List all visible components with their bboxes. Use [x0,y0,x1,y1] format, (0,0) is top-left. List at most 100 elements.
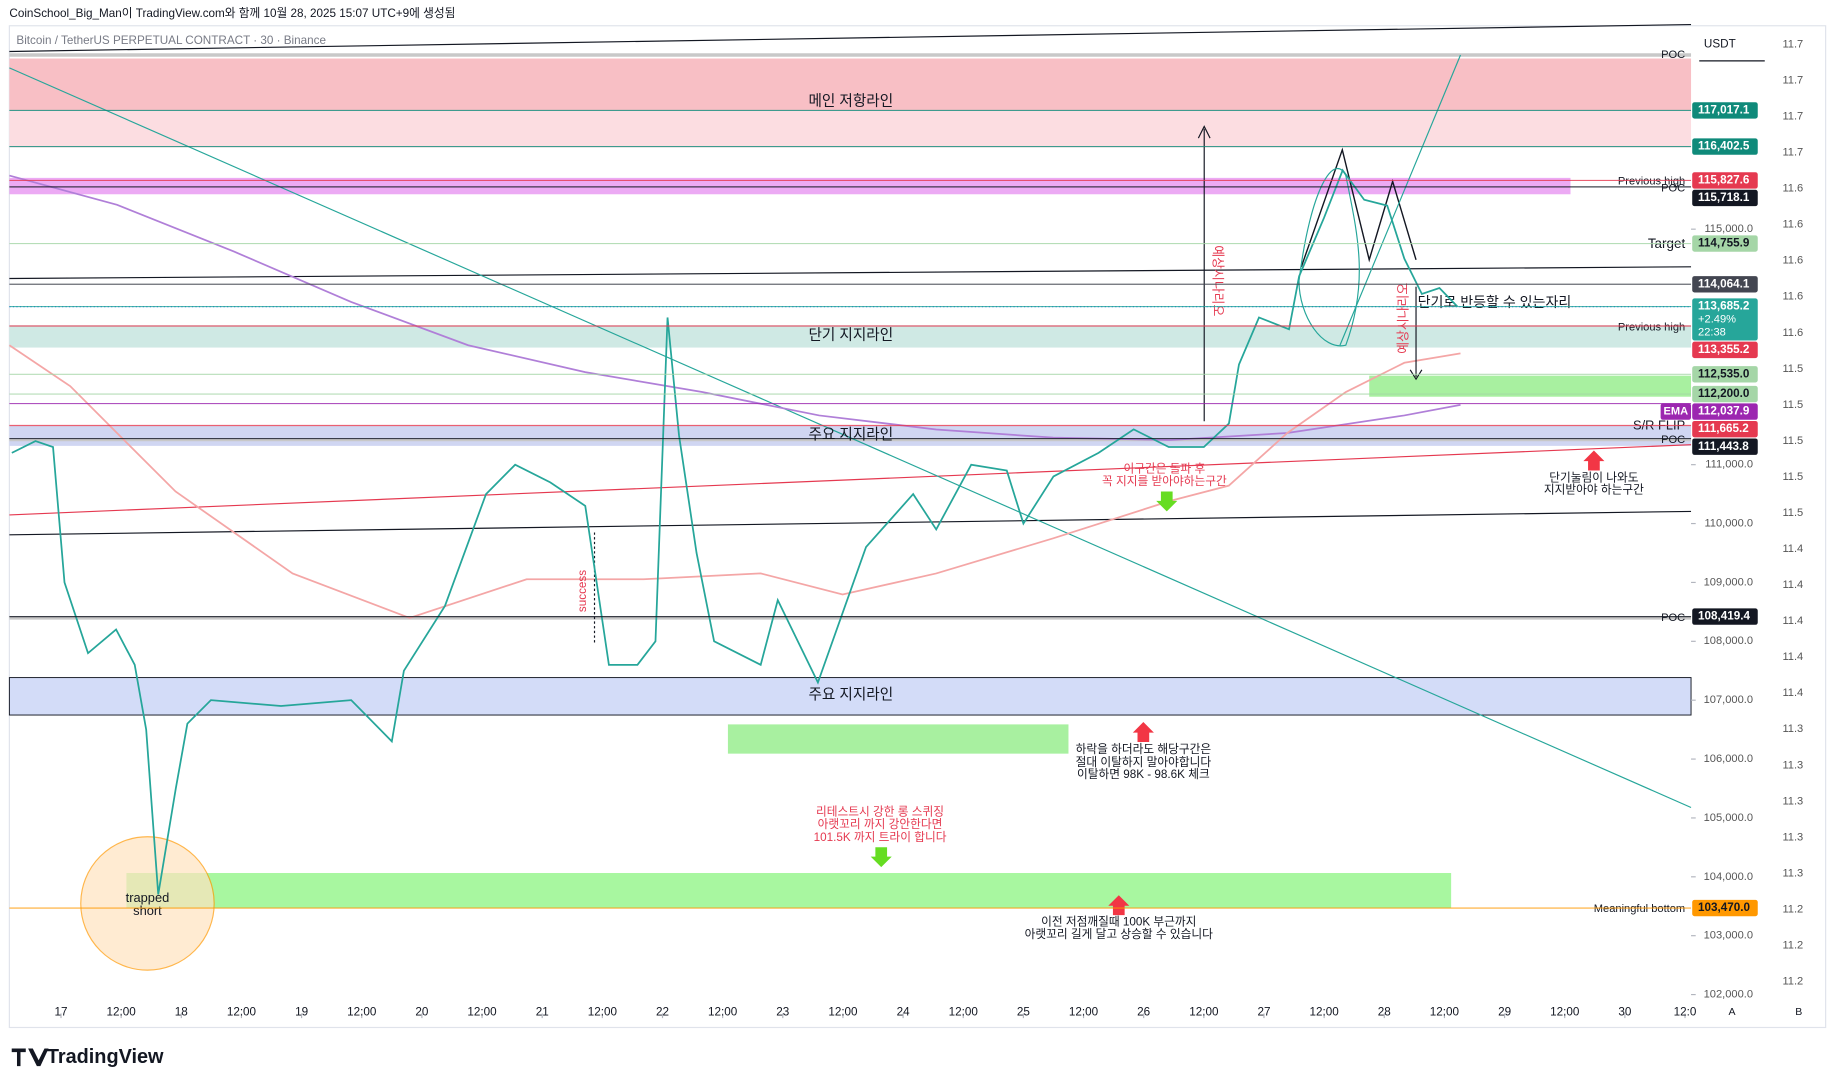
previous-high-zone [9,177,1571,195]
credit: CoinSchool_Big_Man이 TradingView.com와 함께 … [9,7,455,20]
x-tick-label: 12:00 [107,1005,137,1018]
price-box-label: 115,827.6 [1698,174,1750,187]
axis-button[interactable]: B [1795,1006,1802,1018]
right-scale-label: 11.7 [1782,147,1803,159]
x-tick-label: 19 [295,1005,308,1018]
brand: TradingView [47,1046,164,1068]
y-tick-label: 111,000.0 [1705,459,1753,471]
y-tick-label: 103,000.0 [1704,930,1753,942]
y-tick-label: 104,000.0 [1704,871,1753,883]
annotation: 단기눌림이 나와도 [1549,472,1639,485]
resistance-zone [9,58,1692,111]
x-tick-label: 17 [54,1005,67,1018]
right-scale-label: 11.6 [1782,327,1803,339]
price-change: +2.49% [1698,313,1736,325]
price-box [1692,385,1758,403]
tag-box [1660,403,1692,420]
price-box [1692,403,1758,420]
x-tick-label: 12:00 [949,1005,979,1018]
x-tick-label: 24 [897,1005,911,1018]
right-scale-label: 11.5 [1782,471,1803,483]
right-scale-label: 11.4 [1782,615,1803,627]
price-box [1692,420,1758,438]
zone-label: 주요 지지라인 [808,686,893,703]
right-scale-label: 11.2 [1782,903,1803,915]
right-scale-label: 11.2 [1782,976,1803,988]
annotation: 단기로 반등할 수 있는자리 [1418,294,1572,310]
right-scale-label: 11.6 [1782,291,1803,303]
x-tick-label: 12:00 [467,1005,497,1018]
level-label: POC [1661,612,1685,624]
annotation: 아랫꼬리 길게 달고 상승할 수 있습니다 [1025,927,1214,941]
green-zone [727,724,1069,754]
x-tick-label: 12:00 [708,1005,738,1018]
level-label: POC [1661,182,1685,194]
trapped-circle [80,836,215,971]
x-tick-label: 25 [1017,1005,1030,1018]
x-tick-label: 23 [776,1005,789,1018]
right-scale-label: 11.6 [1782,255,1803,267]
x-tick-label: 12:00 [1310,1005,1340,1018]
down-arrow [870,847,892,868]
right-scale-label: 11.4 [1782,687,1803,699]
price-box [1692,172,1758,189]
price-box [1692,102,1758,119]
currency: USDT [1704,38,1736,51]
price-box [1692,189,1758,207]
trend-line [9,444,1692,516]
x-tick-label: 12:00 [347,1005,377,1018]
up-arrow [1132,722,1154,742]
x-tick-label: 12:00 [588,1005,618,1018]
logo-icon [11,1048,49,1067]
right-scale-label: 11.4 [1782,579,1803,591]
price-box [1692,138,1758,155]
right-scale-label: 11.5 [1782,507,1803,519]
x-tick-label: 20 [415,1005,429,1018]
price-box-label: 111,665.2 [1698,422,1749,435]
x-tick-label: 12:00 [1550,1005,1580,1018]
right-scale-label: 11.4 [1782,543,1803,555]
arrow-head [1197,125,1211,139]
x-tick-label: 21 [536,1005,549,1018]
annotation: 리테스트시 강한 롱 스퀴징 [816,805,944,818]
right-scale-label: 11.6 [1782,219,1803,231]
x-tick-label: 29 [1498,1005,1511,1018]
axis-button[interactable]: A [1728,1006,1735,1018]
price-line [11,168,1459,895]
price-box-label: 103,470.0 [1698,901,1750,914]
annotation: 이탈하면 98K - 98.6K 체크 [1077,767,1210,781]
x-tick-label: 12:00 [1189,1005,1219,1018]
projection-curve [1298,168,1360,347]
x-tick-label: 28 [1378,1005,1391,1018]
right-scale-label: 11.5 [1782,435,1803,447]
right-scale-label: 11.6 [1782,183,1803,195]
level-label: Previous high [1618,322,1685,334]
price-box-label: 112,037.9 [1698,405,1750,418]
price-box [1692,366,1758,383]
pattern-line [1300,147,1417,268]
annotation: short [133,903,162,918]
x-tick-label: 12:0 [1674,1005,1697,1018]
price-box [1692,235,1758,252]
price-box [1692,298,1758,341]
level-label: POC [1661,434,1685,446]
zone-label: 메인 저항라인 [808,93,893,110]
level-label: S/R FLIP [1633,417,1685,432]
up-arrow [1583,450,1605,471]
price-box-label: 111,443.8 [1698,440,1749,453]
y-tick-label: 102,000.0 [1704,989,1753,1001]
annotation: 이구간은 돌파 후 [1124,462,1206,475]
x-tick-label: 12:00 [227,1005,257,1018]
green-zone [126,873,1452,909]
down-arrow [1156,491,1178,512]
x-tick-label: 12:00 [1069,1005,1099,1018]
annotation: 예상시나리오 [1396,283,1411,354]
x-tick-label: 26 [1137,1005,1150,1018]
projection-line [1339,54,1462,346]
right-scale-label: 11.5 [1782,399,1803,411]
right-scale-label: 11.7 [1782,38,1803,50]
y-tick-label: 105,000.0 [1704,812,1753,824]
